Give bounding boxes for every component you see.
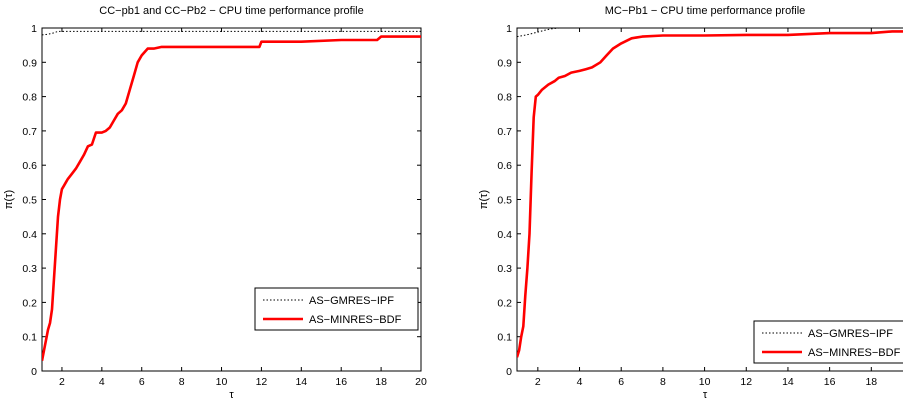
- plot-frame: [516, 27, 903, 372]
- legend-box: [753, 320, 903, 364]
- legend-label: AS−GMRES−IPF: [808, 328, 893, 340]
- y-tick-label: 0.3: [22, 263, 37, 275]
- y-tick-label: 0.1: [22, 332, 37, 344]
- x-tick-label: 4: [577, 376, 583, 388]
- y-tick-label: 0.6: [22, 160, 37, 172]
- x-tick-label: 10: [216, 376, 228, 388]
- chart-title: MC−Pb1 − CPU time performance profile: [605, 5, 806, 17]
- x-tick-label: 8: [660, 376, 666, 388]
- x-axis-label: τ: [229, 389, 234, 401]
- chart-panel-2: MC−Pb1 − CPU time performance profile 0 0.…: [478, 5, 903, 401]
- y-tick-label: 0.4: [497, 229, 512, 241]
- x-tick-label: 16: [824, 376, 836, 388]
- x-tick-label: 20: [415, 376, 427, 388]
- y-tick-label: 0.6: [497, 160, 512, 172]
- y-tick-label: 0.8: [22, 92, 37, 104]
- x-tick-label: 2: [535, 376, 541, 388]
- y-tick-label: 0.5: [497, 195, 512, 207]
- series-line-as-gmres-ipf: [517, 28, 903, 38]
- series-line-as-minres-bdf: [42, 35, 421, 361]
- x-tick-label: 6: [139, 376, 145, 388]
- x-tick-label: 18: [375, 376, 387, 388]
- x-tick-label: 6: [618, 376, 624, 388]
- y-tick-label: 0.8: [497, 92, 512, 104]
- y-tick-label: 0.3: [497, 263, 512, 275]
- y-tick-label: 1: [506, 23, 512, 35]
- chart-panel-1: CC−pb1 and CC−Pb2 − CPU time performance…: [3, 5, 427, 401]
- y-tick-label: 0.2: [497, 297, 512, 309]
- y-tick-label: 0.7: [22, 126, 37, 138]
- y-tick-label: 0.9: [22, 57, 37, 69]
- y-tick-label: 0.9: [497, 57, 512, 69]
- x-tick-label: 8: [179, 376, 185, 388]
- legend-label: AS−MINRES−BDF: [309, 314, 402, 326]
- x-tick-label: 12: [740, 376, 752, 388]
- chart-title: CC−pb1 and CC−Pb2 − CPU time performance…: [99, 5, 363, 17]
- y-axis-label: π(τ): [3, 190, 15, 209]
- x-tick-label: 4: [99, 376, 105, 388]
- legend: AS−GMRES−IPF AS−MINRES−BDF: [254, 287, 419, 331]
- y-tick-label: 0.5: [22, 195, 37, 207]
- x-tick-label: 2: [59, 376, 65, 388]
- x-tick-label: 18: [865, 376, 877, 388]
- y-tick-label: 0.7: [497, 126, 512, 138]
- series-line-as-minres-bdf: [517, 30, 903, 358]
- y-tick-label: 0.2: [22, 297, 37, 309]
- x-tick-label: 10: [699, 376, 711, 388]
- y-axis-label: π(τ): [478, 190, 490, 209]
- legend: AS−GMRES−IPF AS−MINRES−BDF: [753, 320, 903, 364]
- x-axis-label: τ: [703, 389, 708, 401]
- x-tick-label: 16: [335, 376, 347, 388]
- legend-box: [254, 287, 419, 331]
- y-tick-label: 0: [506, 366, 512, 378]
- y-tick-label: 1: [31, 23, 37, 35]
- legend-label: AS−GMRES−IPF: [309, 295, 394, 307]
- x-tick-label: 14: [295, 376, 307, 388]
- y-tick-label: 0.1: [497, 332, 512, 344]
- legend-label: AS−MINRES−BDF: [808, 347, 901, 359]
- series-line-as-gmres-ipf: [42, 30, 421, 36]
- y-tick-label: 0.4: [22, 229, 37, 241]
- x-tick-label: 14: [782, 376, 794, 388]
- x-tick-label: 12: [256, 376, 268, 388]
- y-tick-label: 0: [31, 366, 37, 378]
